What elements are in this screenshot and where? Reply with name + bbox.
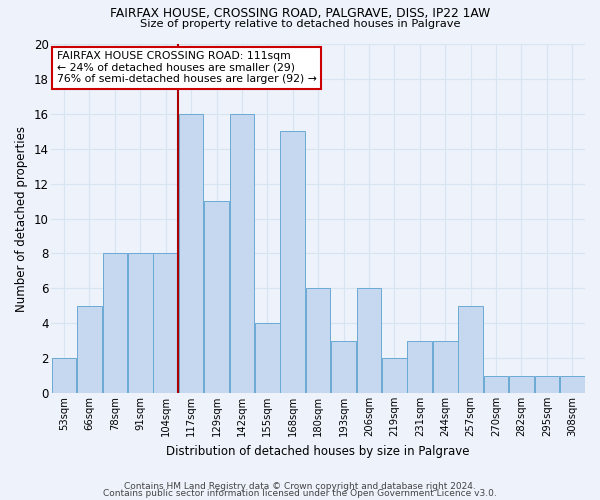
Bar — [52, 358, 76, 393]
Bar — [280, 132, 305, 393]
Y-axis label: Number of detached properties: Number of detached properties — [15, 126, 28, 312]
Bar — [128, 254, 152, 393]
Text: FAIRFAX HOUSE CROSSING ROAD: 111sqm
← 24% of detached houses are smaller (29)
76: FAIRFAX HOUSE CROSSING ROAD: 111sqm ← 24… — [56, 51, 317, 84]
Bar — [204, 201, 229, 393]
Bar — [306, 288, 331, 393]
Bar — [484, 376, 508, 393]
Bar — [382, 358, 407, 393]
Bar — [331, 340, 356, 393]
Bar — [230, 114, 254, 393]
Bar — [407, 340, 432, 393]
Bar — [77, 306, 102, 393]
Bar — [154, 254, 178, 393]
Bar — [560, 376, 584, 393]
Bar — [255, 323, 280, 393]
Bar — [103, 254, 127, 393]
Bar — [509, 376, 534, 393]
Bar — [433, 340, 458, 393]
Bar — [356, 288, 382, 393]
Text: Size of property relative to detached houses in Palgrave: Size of property relative to detached ho… — [140, 19, 460, 29]
Bar — [535, 376, 559, 393]
Bar — [179, 114, 203, 393]
Bar — [458, 306, 483, 393]
Text: Contains HM Land Registry data © Crown copyright and database right 2024.: Contains HM Land Registry data © Crown c… — [124, 482, 476, 491]
Text: Contains public sector information licensed under the Open Government Licence v3: Contains public sector information licen… — [103, 489, 497, 498]
X-axis label: Distribution of detached houses by size in Palgrave: Distribution of detached houses by size … — [166, 444, 470, 458]
Text: FAIRFAX HOUSE, CROSSING ROAD, PALGRAVE, DISS, IP22 1AW: FAIRFAX HOUSE, CROSSING ROAD, PALGRAVE, … — [110, 8, 490, 20]
